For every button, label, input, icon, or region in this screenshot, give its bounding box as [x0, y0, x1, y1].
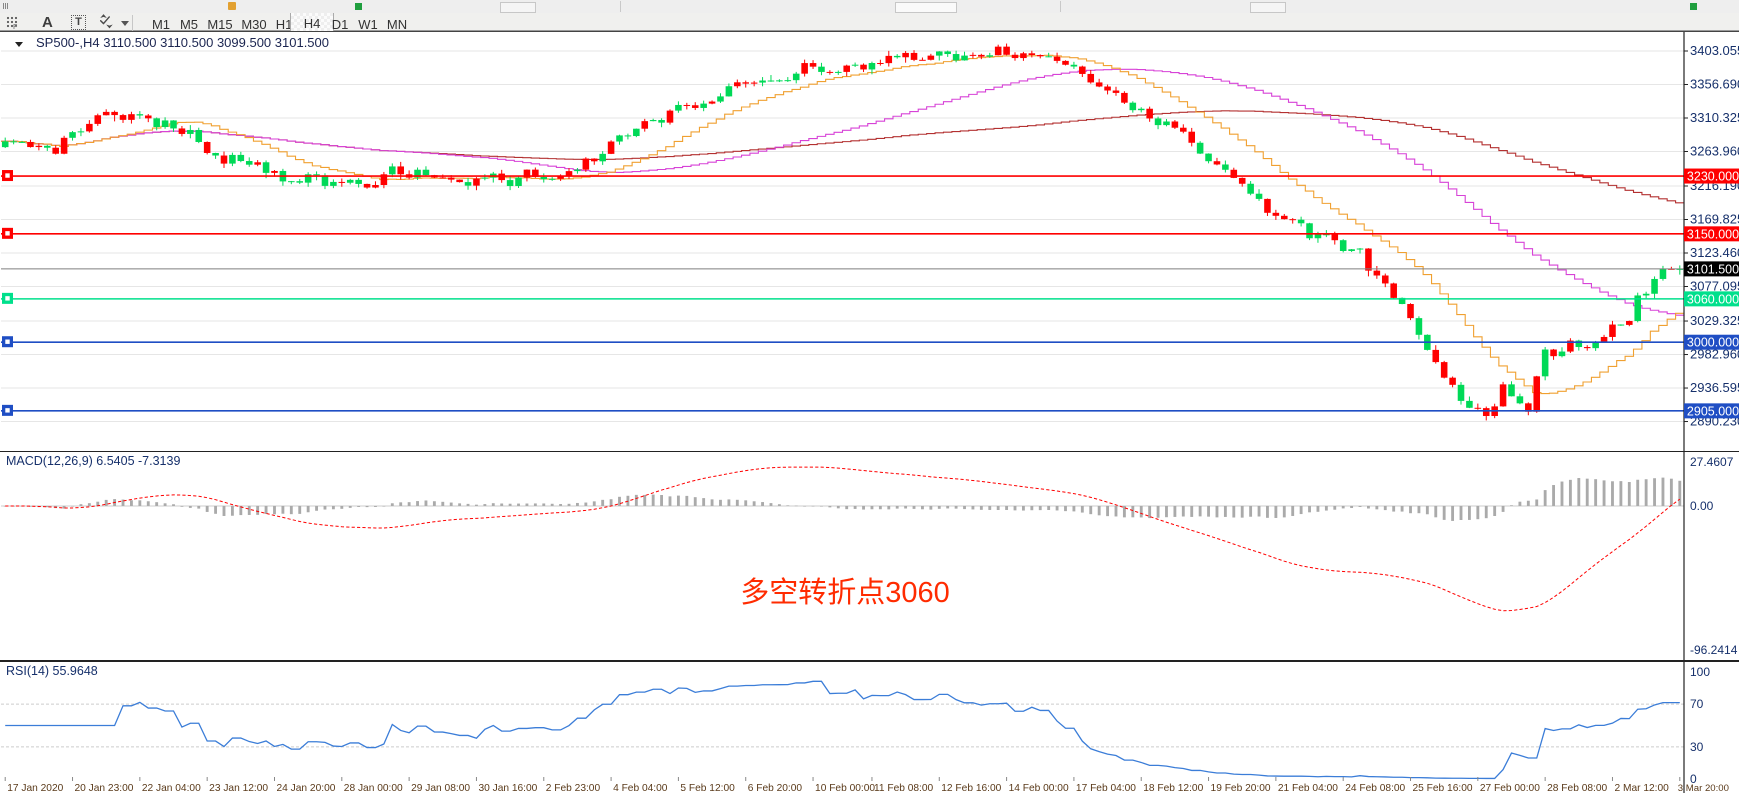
svg-text:2936.595: 2936.595 — [1690, 380, 1739, 395]
svg-text:多空转折点3060: 多空转折点3060 — [740, 576, 950, 609]
svg-text:3230.000: 3230.000 — [1687, 170, 1739, 184]
svg-text:SP500-,H4 3110.500 3110.500: SP500-,H4 3110.500 3110.500 3099.500 310… — [36, 35, 329, 50]
svg-text:2905.000: 2905.000 — [1687, 404, 1739, 418]
svg-text:19 Feb 20:00: 19 Feb 20:00 — [1211, 783, 1271, 793]
svg-text:3310.325: 3310.325 — [1690, 110, 1739, 125]
svg-text:18 Feb 12:00: 18 Feb 12:00 — [1143, 783, 1203, 793]
svg-text:4 Feb 04:00: 4 Feb 04:00 — [613, 783, 668, 793]
svg-text:3101.500: 3101.500 — [1687, 262, 1739, 276]
svg-text:28 Jan 00:00: 28 Jan 00:00 — [344, 783, 403, 793]
svg-text:12 Feb 16:00: 12 Feb 16:00 — [941, 783, 1001, 793]
svg-text:-96.2414: -96.2414 — [1690, 643, 1738, 657]
svg-text:5 Feb 12:00: 5 Feb 12:00 — [680, 783, 735, 793]
svg-text:14 Feb 00:00: 14 Feb 00:00 — [1009, 783, 1069, 793]
svg-text:3150.000: 3150.000 — [1687, 227, 1739, 241]
svg-text:3123.460: 3123.460 — [1690, 245, 1739, 260]
svg-text:3029.325: 3029.325 — [1690, 313, 1739, 328]
svg-text:24 Feb 08:00: 24 Feb 08:00 — [1345, 783, 1405, 793]
svg-text:3 Mar 20:00: 3 Mar 20:00 — [1678, 783, 1729, 793]
svg-text:17 Feb 04:00: 17 Feb 04:00 — [1076, 783, 1136, 793]
svg-text:27 Feb 00:00: 27 Feb 00:00 — [1480, 783, 1540, 793]
svg-text:27.4607: 27.4607 — [1690, 455, 1734, 469]
svg-text:70: 70 — [1690, 697, 1704, 711]
svg-text:2 Feb 23:00: 2 Feb 23:00 — [546, 783, 601, 793]
svg-text:24 Jan 20:00: 24 Jan 20:00 — [276, 783, 335, 793]
svg-text:20 Jan 23:00: 20 Jan 23:00 — [75, 783, 134, 793]
svg-text:11 Feb 08:00: 11 Feb 08:00 — [874, 783, 934, 793]
svg-text:3077.095: 3077.095 — [1690, 279, 1739, 294]
svg-text:30: 30 — [1690, 740, 1704, 754]
svg-text:30 Jan 16:00: 30 Jan 16:00 — [478, 783, 537, 793]
svg-text:2 Mar 12:00: 2 Mar 12:00 — [1614, 783, 1669, 793]
svg-text:21 Feb 04:00: 21 Feb 04:00 — [1278, 783, 1338, 793]
svg-text:MACD(12,26,9) 6.5405 -7.3139: MACD(12,26,9) 6.5405 -7.3139 — [6, 454, 180, 468]
svg-text:3403.055: 3403.055 — [1690, 43, 1739, 58]
svg-text:3169.825: 3169.825 — [1690, 212, 1739, 227]
svg-text:3356.690: 3356.690 — [1690, 76, 1739, 91]
svg-text:0.00: 0.00 — [1690, 499, 1714, 513]
svg-text:28 Feb 08:00: 28 Feb 08:00 — [1547, 783, 1607, 793]
svg-text:6 Feb 20:00: 6 Feb 20:00 — [748, 783, 803, 793]
svg-text:RSI(14) 55.9648: RSI(14) 55.9648 — [6, 664, 98, 678]
svg-text:3263.960: 3263.960 — [1690, 143, 1739, 158]
svg-text:22 Jan 04:00: 22 Jan 04:00 — [142, 783, 201, 793]
svg-text:23 Jan 12:00: 23 Jan 12:00 — [209, 783, 268, 793]
svg-text:10 Feb 00:00: 10 Feb 00:00 — [815, 783, 875, 793]
svg-text:3000.000: 3000.000 — [1687, 336, 1739, 350]
svg-text:17 Jan 2020: 17 Jan 2020 — [7, 783, 63, 793]
svg-text:29 Jan 08:00: 29 Jan 08:00 — [411, 783, 470, 793]
svg-text:25 Feb 16:00: 25 Feb 16:00 — [1413, 783, 1473, 793]
svg-text:100: 100 — [1690, 665, 1710, 679]
svg-text:3060.000: 3060.000 — [1687, 292, 1739, 306]
